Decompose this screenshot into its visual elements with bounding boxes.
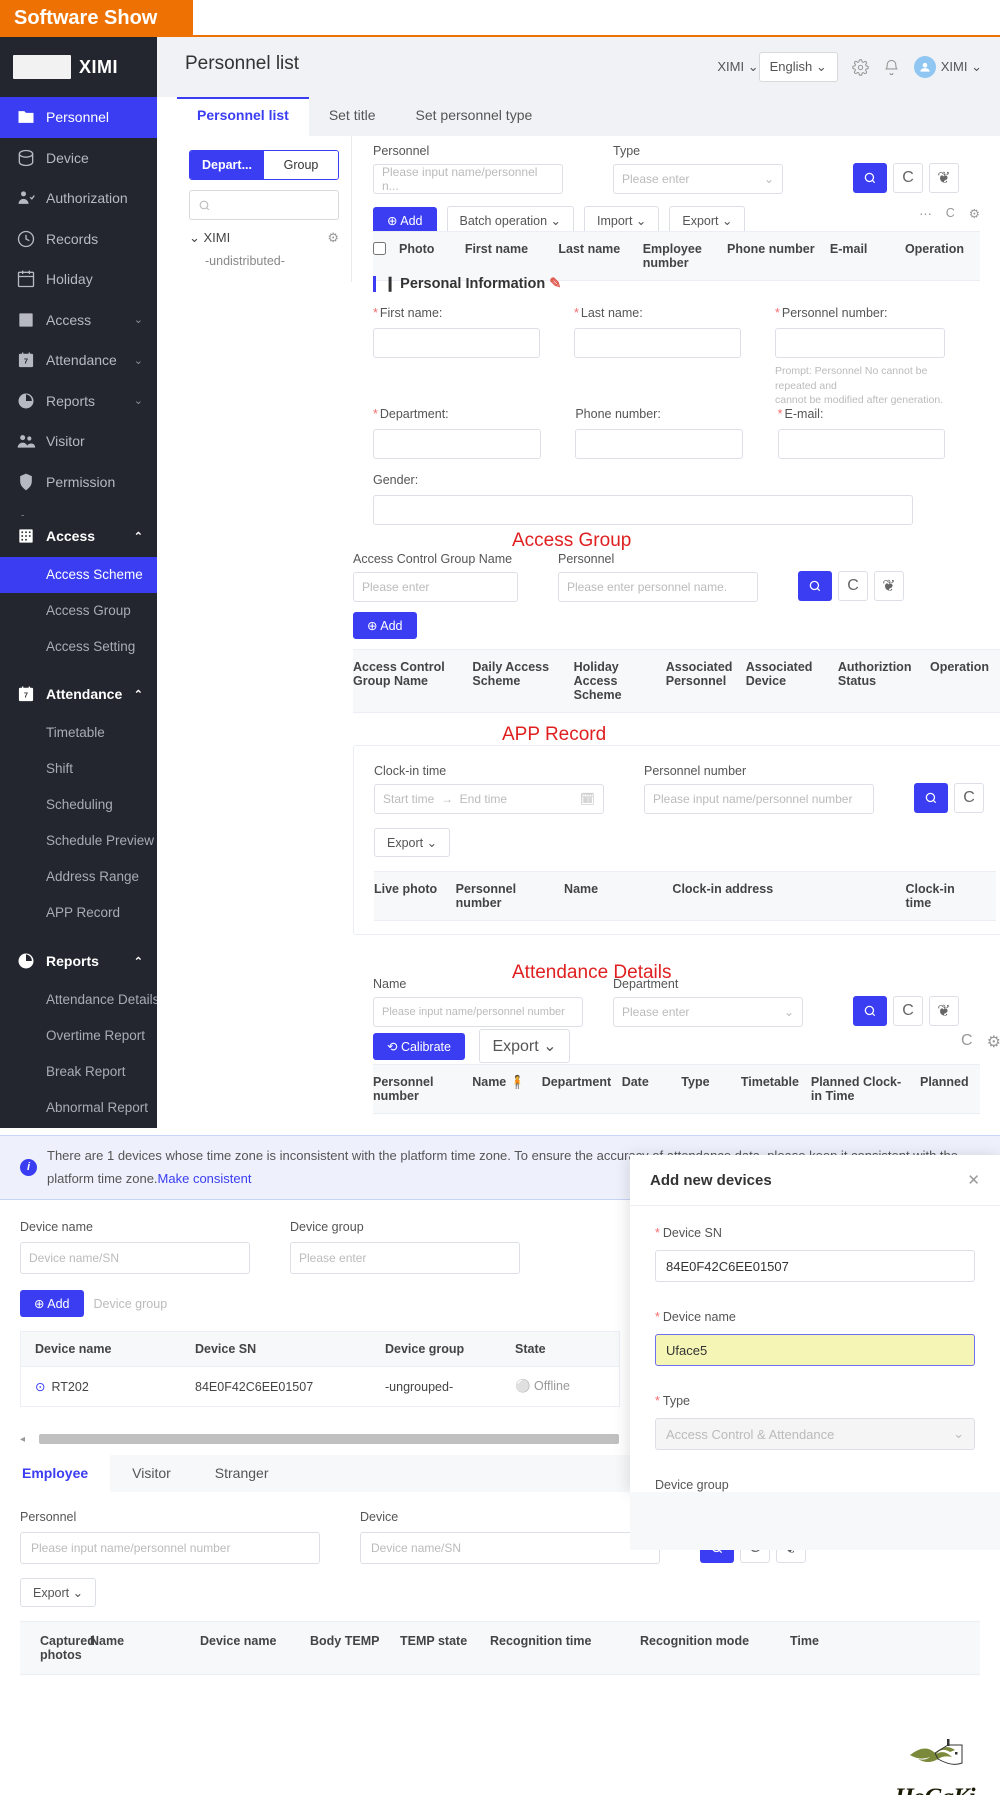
svg-text:7: 7 bbox=[24, 691, 28, 700]
svg-text:7: 7 bbox=[24, 357, 28, 366]
